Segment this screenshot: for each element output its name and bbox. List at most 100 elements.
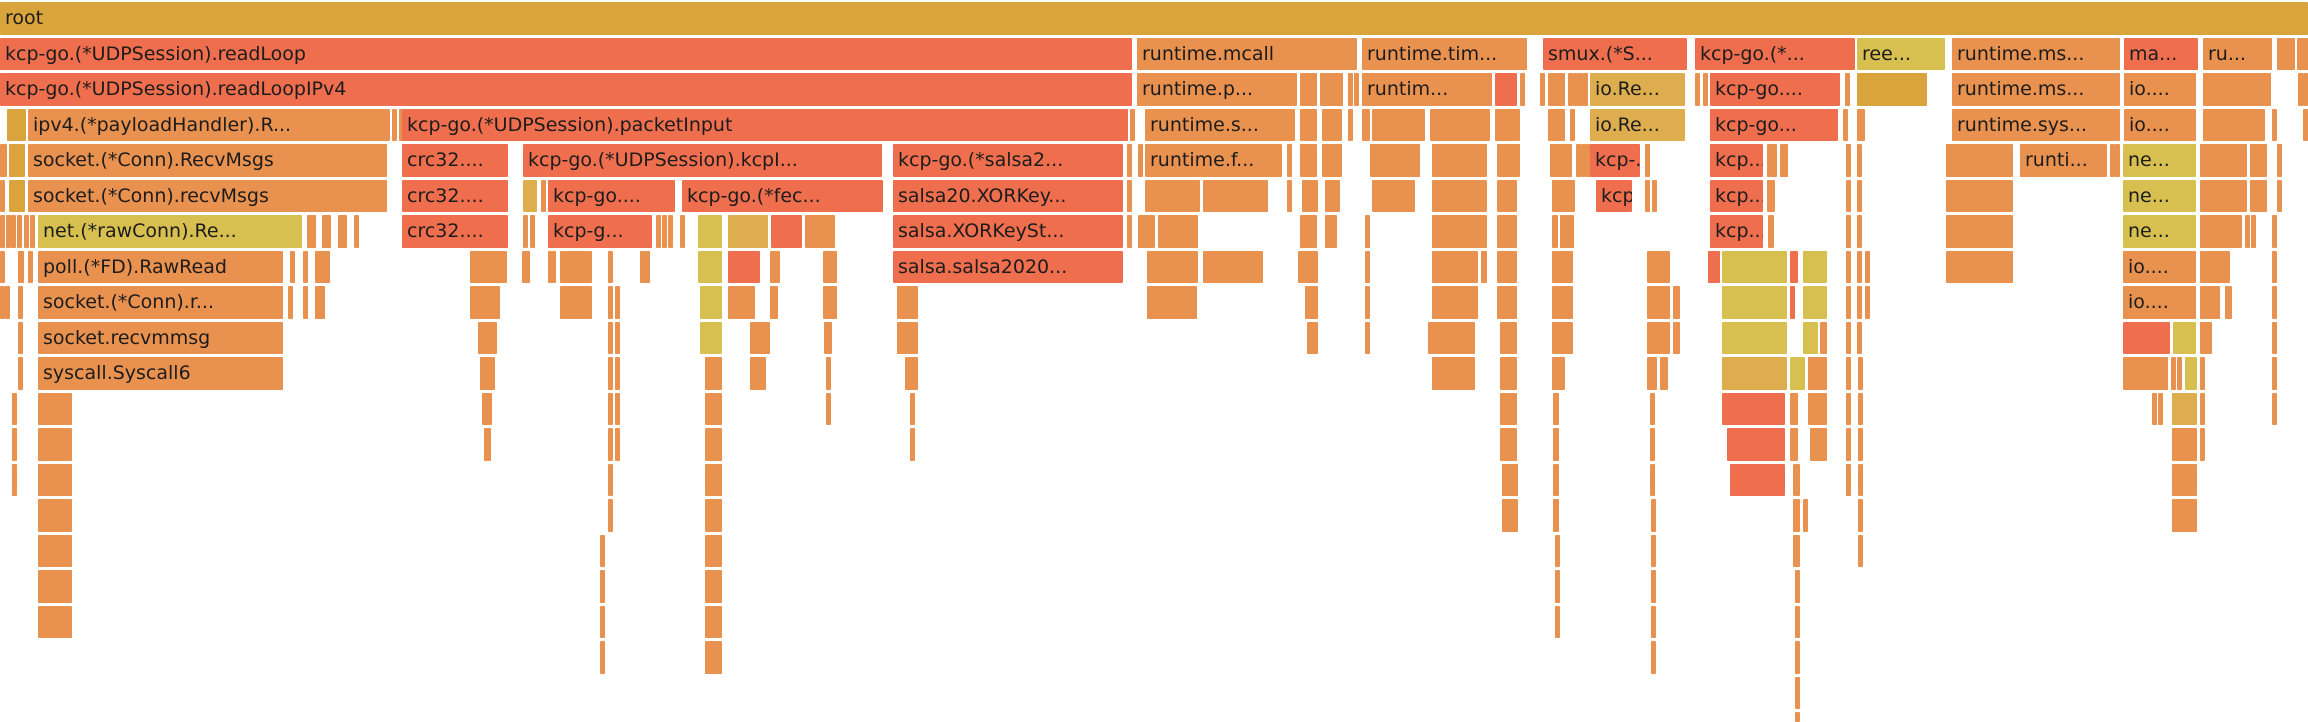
flame-frame[interactable] [1138, 144, 1143, 177]
flame-frame[interactable] [1767, 179, 1775, 212]
flame-frame[interactable] [1722, 250, 1787, 283]
flame-frame[interactable] [530, 215, 535, 248]
flame-frame[interactable] [2115, 144, 2120, 177]
flame-frame[interactable] [608, 321, 613, 354]
flame-frame[interactable] [1780, 144, 1788, 177]
flame-frame[interactable] [2277, 144, 2282, 177]
flame-frame[interactable] [1300, 215, 1317, 248]
flame-frame[interactable] [1647, 250, 1670, 283]
flame-frame-socket-recvmmsg[interactable]: socket.recvmmsg [38, 321, 283, 354]
flame-frame[interactable] [700, 321, 722, 354]
flame-frame[interactable] [1651, 641, 1656, 674]
flame-frame[interactable] [1846, 428, 1851, 461]
flame-frame-kcp[interactable]: kcp... [1710, 215, 1763, 248]
flame-frame[interactable] [1793, 463, 1800, 496]
flame-frame[interactable] [2172, 428, 2197, 461]
flame-frame-socket-conn-r[interactable]: socket.(*Conn).r... [38, 286, 283, 319]
flame-frame-salsa20-xorkey[interactable]: salsa20.XORKey... [893, 179, 1123, 212]
flame-frame[interactable] [1365, 286, 1370, 319]
flame-frame[interactable] [2272, 250, 2277, 283]
flame-frame[interactable] [1846, 179, 1851, 212]
flame-frame[interactable] [2185, 357, 2197, 390]
flame-frame[interactable] [560, 286, 592, 319]
flame-frame[interactable] [1722, 392, 1785, 425]
flame-frame[interactable] [2272, 108, 2277, 141]
flame-frame[interactable] [1520, 73, 1525, 106]
flame-frame[interactable] [1865, 286, 1870, 319]
flame-frame[interactable] [2200, 215, 2242, 248]
flame-frame[interactable] [2200, 179, 2247, 212]
flame-frame[interactable] [1145, 179, 1200, 212]
flame-frame[interactable] [9, 179, 25, 212]
flame-frame[interactable] [38, 534, 72, 567]
flame-frame[interactable] [1428, 321, 1475, 354]
flame-frame[interactable] [1365, 321, 1370, 354]
flame-frame[interactable] [1810, 428, 1827, 461]
flame-frame[interactable] [1695, 73, 1700, 106]
flame-frame-kcp-go[interactable]: kcp-go.(*... [1695, 37, 1855, 70]
flame-frame[interactable] [1647, 357, 1657, 390]
flame-frame[interactable] [1857, 179, 1862, 212]
flame-frame[interactable] [288, 286, 293, 319]
flame-frame[interactable] [1495, 73, 1517, 106]
flame-frame[interactable] [1703, 73, 1708, 106]
flame-frame[interactable] [1127, 215, 1132, 248]
flame-frame[interactable] [824, 321, 832, 354]
flame-frame[interactable] [1578, 73, 1583, 106]
flame-frame[interactable] [1203, 179, 1268, 212]
flame-frame-syscall-syscall6[interactable]: syscall.Syscall6 [38, 357, 283, 390]
flame-frame[interactable] [1127, 179, 1132, 212]
flame-frame[interactable] [771, 215, 802, 248]
flame-frame-net-rawconn-re[interactable]: net.(*rawConn).Re... [38, 215, 302, 248]
flame-frame[interactable] [1432, 357, 1475, 390]
flame-frame[interactable] [470, 286, 500, 319]
flame-frame[interactable] [1858, 357, 1863, 390]
flame-frame[interactable] [656, 215, 661, 248]
flame-frame[interactable] [1673, 321, 1680, 354]
flame-frame[interactable] [705, 499, 722, 532]
flame-frame[interactable] [1432, 250, 1478, 283]
flame-frame[interactable] [2297, 37, 2302, 70]
flame-frame[interactable] [1857, 108, 1865, 141]
flame-frame[interactable] [1552, 250, 1573, 283]
flame-frame[interactable] [1857, 144, 1862, 177]
flame-frame[interactable] [2123, 357, 2168, 390]
flame-frame-crc32[interactable]: crc32.... [402, 215, 508, 248]
flame-frame[interactable] [1287, 179, 1292, 212]
flame-frame[interactable] [826, 357, 831, 390]
flame-frame[interactable] [354, 215, 359, 248]
flame-frame[interactable] [705, 605, 722, 638]
flame-frame-runti[interactable]: runti... [2020, 144, 2107, 177]
flame-frame[interactable] [1857, 286, 1862, 319]
flame-frame[interactable] [905, 357, 918, 390]
flame-frame[interactable] [1793, 534, 1800, 567]
flame-frame-root[interactable]: root [0, 2, 2308, 35]
flame-frame[interactable] [470, 250, 507, 283]
flame-frame[interactable] [698, 215, 722, 248]
flame-frame[interactable] [1846, 392, 1851, 425]
flame-frame[interactable] [290, 250, 295, 283]
flame-frame-socket-conn-recvmsgs[interactable]: socket.(*Conn).recvMsgs [28, 179, 387, 212]
flame-frame[interactable] [1432, 215, 1487, 248]
flame-frame-ne[interactable]: ne... [2123, 179, 2196, 212]
flame-frame[interactable] [2123, 321, 2170, 354]
flame-frame[interactable] [1708, 250, 1720, 283]
flame-frame[interactable] [700, 286, 722, 319]
flame-frame[interactable] [1946, 215, 2013, 248]
flame-frame[interactable] [1795, 676, 1800, 709]
flame-frame[interactable] [1651, 499, 1656, 532]
flame-frame[interactable] [1857, 250, 1862, 283]
flame-frame[interactable] [1497, 286, 1517, 319]
flame-frame[interactable] [1730, 463, 1785, 496]
flame-frame[interactable] [2172, 463, 2197, 496]
flame-frame-kcp[interactable]: kcp... [1710, 144, 1763, 177]
flame-frame[interactable] [1857, 73, 1927, 106]
flame-frame-smux-s[interactable]: smux.(*S... [1543, 37, 1687, 70]
flame-frame[interactable] [705, 463, 722, 496]
flame-frame[interactable] [826, 392, 831, 425]
flame-frame[interactable] [1803, 499, 1808, 532]
flame-frame[interactable] [615, 321, 620, 354]
flame-frame[interactable] [1651, 534, 1656, 567]
flame-frame[interactable] [1362, 108, 1370, 141]
flame-frame[interactable] [392, 108, 397, 141]
